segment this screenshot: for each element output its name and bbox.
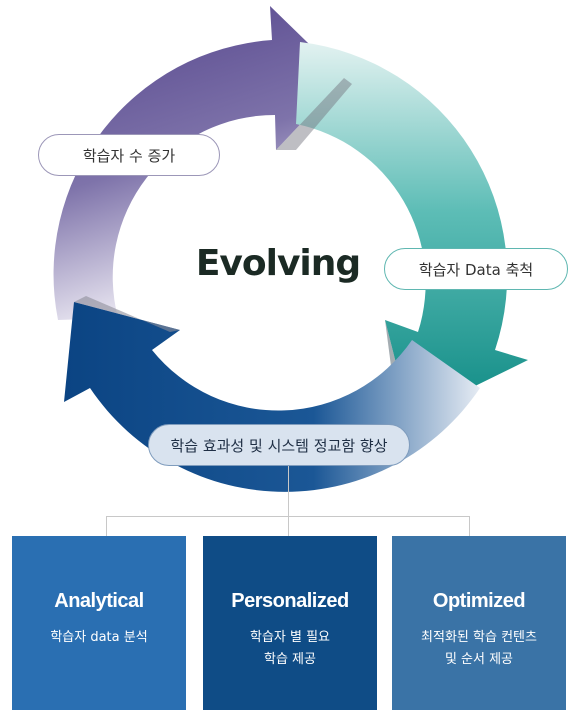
box-personalized: Personalized 학습자 별 필요 학습 제공 <box>203 536 377 710</box>
connector-right-drop <box>469 516 470 536</box>
box-desc-line: 학습자 별 필요 <box>249 630 331 645</box>
box-title: Analytical <box>54 590 144 612</box>
box-desc-line: 학습 제공 <box>264 652 316 667</box>
box-desc-line: 최적화된 학습 컨텐츠 <box>421 630 537 645</box>
center-title: Evolving <box>195 243 361 284</box>
box-analytical: Analytical 학습자 data 분석 <box>12 536 186 710</box>
purple-cycle-arrow <box>53 6 344 320</box>
box-title: Personalized <box>231 590 349 612</box>
connector-left-drop <box>106 516 107 536</box>
box-desc-line: 및 순서 제공 <box>444 652 514 667</box>
cycle-label-learner-increase: 학습자 수 증가 <box>38 134 220 176</box>
box-title: Optimized <box>432 590 526 612</box>
connector-vertical <box>288 466 289 516</box>
teal-cycle-arrow <box>296 42 528 418</box>
connector-mid-drop <box>288 516 289 536</box>
cycle-label-data-accumulation: 학습자 Data 축척 <box>384 248 568 290</box>
box-optimized: Optimized 최적화된 학습 컨텐츠 및 순서 제공 <box>392 536 566 710</box>
box-desc-line: 학습자 data 분석 <box>50 630 148 645</box>
cycle-label-effectiveness: 학습 효과성 및 시스템 정교함 향상 <box>148 424 410 466</box>
